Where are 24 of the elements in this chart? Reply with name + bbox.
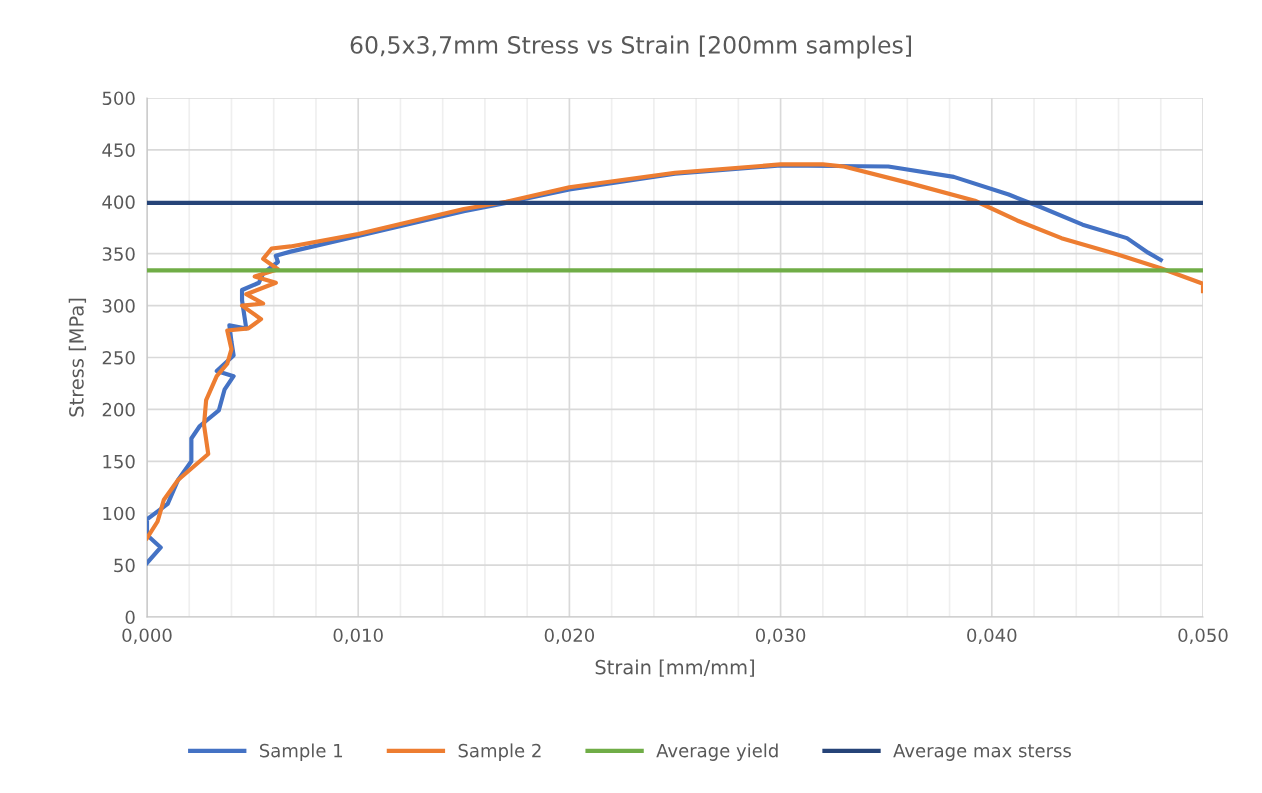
y-tick-label: 250 [102,350,135,365]
y-tick-label: 400 [102,195,135,209]
y-tick-label: 50 [114,558,135,573]
y-tick-label: 450 [102,143,135,158]
y-tick-label: 500 [102,91,135,106]
x-tick-label: 0,040 [967,628,1017,644]
legend-label: Average yield [656,743,778,761]
legend-label: Sample 1 [259,743,343,761]
chart-title: 60,5x3,7mm Stress vs Strain [200mm samples] [350,35,911,59]
y-tick-label: 200 [102,402,135,417]
x-tick-label: 0,010 [333,628,383,644]
x-axis-title: Strain [mm/mm] [595,659,754,677]
x-tick-label: 0,030 [755,628,806,644]
x-tick-label: 0,050 [1178,628,1228,644]
legend-label: Average max sterss [893,743,1071,761]
y-tick-label: 150 [103,454,135,469]
y-tick-label: 350 [102,247,135,261]
y-axis-title: Stress [MPa] [68,298,87,417]
x-tick-label: 0,020 [544,628,595,644]
y-tick-label: 100 [103,506,135,521]
x-tick-label: 0,000 [122,628,172,644]
y-tick-label: 0 [125,610,135,625]
legend-label: Sample 2 [458,743,541,761]
y-tick-label: 300 [102,299,135,313]
